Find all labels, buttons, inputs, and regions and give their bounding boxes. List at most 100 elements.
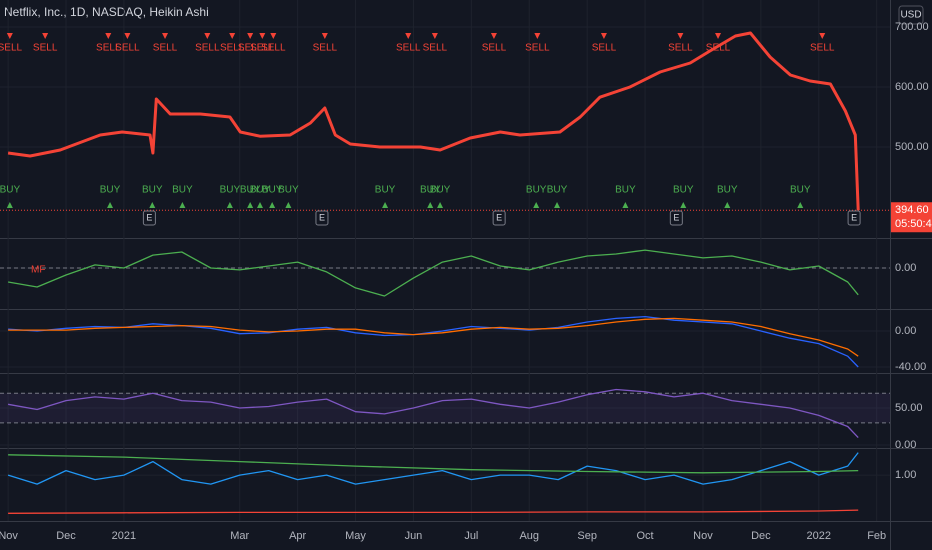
x-tick-label: Feb <box>867 530 886 542</box>
signal-marker <box>622 202 629 208</box>
y-tick-label: 50.00 <box>895 402 923 414</box>
signal-marker <box>715 33 722 39</box>
signal-marker <box>270 33 277 39</box>
event-label: E <box>851 212 857 222</box>
signal-marker <box>229 33 236 39</box>
series-line <box>7 31 860 211</box>
signal-marker <box>533 202 540 208</box>
x-tick-label: 2022 <box>807 530 831 542</box>
x-tick-label: Apr <box>289 530 306 542</box>
series-line <box>7 388 859 439</box>
y-tick-label: 700.00 <box>895 21 929 33</box>
signal-label: SELL <box>238 43 263 54</box>
signal-marker <box>6 33 13 39</box>
x-tick-label: Aug <box>519 530 539 542</box>
event-label: E <box>319 212 325 222</box>
signal-marker <box>256 202 263 208</box>
price-label-box <box>891 202 932 233</box>
signal-marker <box>797 202 804 208</box>
x-tick-label: Dec <box>56 530 76 542</box>
signal-label: BUY <box>278 185 299 196</box>
signal-label: SELL <box>706 43 731 54</box>
signal-marker <box>382 202 389 208</box>
y-tick-label: 1.00 <box>895 469 916 481</box>
signal-label: SELL <box>195 43 220 54</box>
x-tick-label: Dec <box>751 530 771 542</box>
signal-label: SELL <box>33 43 58 54</box>
x-tick-label: Oct <box>636 530 653 542</box>
signal-marker <box>490 33 497 39</box>
signal-marker <box>285 202 292 208</box>
signal-marker <box>259 33 266 39</box>
signal-label: BUY <box>526 185 547 196</box>
signal-label: SELL <box>115 43 140 54</box>
signal-label: SELL <box>592 43 617 54</box>
signal-label: BUY <box>142 185 163 196</box>
countdown: 05:50:45 <box>895 218 932 230</box>
y-tick-label: 600.00 <box>895 81 929 93</box>
signal-label: SELL <box>261 43 286 54</box>
price-label: 394.60 <box>895 204 929 216</box>
signal-marker <box>600 33 607 39</box>
annotation: MF <box>31 265 45 276</box>
signal-label: SELL <box>220 43 245 54</box>
signal-marker <box>269 202 276 208</box>
signal-marker <box>247 33 254 39</box>
series-line <box>7 249 859 297</box>
signal-marker <box>247 202 254 208</box>
signal-marker <box>107 202 114 208</box>
signal-marker <box>179 202 186 208</box>
y-tick-label: 500.00 <box>895 141 929 153</box>
signal-label: BUY <box>100 185 121 196</box>
y-tick-label: -40.00 <box>895 361 926 373</box>
currency[interactable]: USD <box>900 10 921 21</box>
signal-label: BUY <box>240 185 261 196</box>
signal-label: SELL <box>525 43 550 54</box>
event-marker <box>315 210 329 226</box>
signal-label: SELL <box>810 43 835 54</box>
signal-label: SELL <box>423 43 448 54</box>
event-label: E <box>673 212 679 222</box>
signal-label: BUY <box>0 185 20 196</box>
event-marker <box>492 210 506 226</box>
signal-marker <box>149 202 156 208</box>
signal-label: SELL <box>0 43 23 54</box>
signal-marker <box>680 202 687 208</box>
signal-label: SELL <box>668 43 693 54</box>
signal-marker <box>819 33 826 39</box>
x-tick-label: May <box>345 530 366 542</box>
signal-marker <box>554 202 561 208</box>
event-marker <box>669 210 683 226</box>
event-marker <box>847 210 861 226</box>
signal-marker <box>405 33 412 39</box>
currency-box[interactable] <box>898 5 924 25</box>
signal-marker <box>724 202 731 208</box>
band-fill <box>0 393 890 423</box>
signal-label: BUY <box>673 185 694 196</box>
signal-label: BUY <box>790 185 811 196</box>
signal-label: BUY <box>547 185 568 196</box>
signal-marker <box>534 33 541 39</box>
series-line <box>8 317 859 357</box>
x-tick-label: Nov <box>693 530 713 542</box>
signal-marker <box>321 33 328 39</box>
signal-label: BUY <box>220 185 241 196</box>
signal-label: BUY <box>420 185 441 196</box>
signal-label: BUY <box>717 185 738 196</box>
signal-marker <box>431 33 438 39</box>
signal-label: BUY <box>375 185 396 196</box>
signal-label: BUY <box>262 185 283 196</box>
event-marker <box>142 210 156 226</box>
y-tick-label: 0.00 <box>895 262 916 274</box>
signal-marker <box>124 33 131 39</box>
signal-label: SELL <box>96 43 121 54</box>
signal-marker <box>226 202 233 208</box>
signal-label: SELL <box>313 43 338 54</box>
signal-marker <box>437 202 444 208</box>
signal-marker <box>204 33 211 39</box>
signal-marker <box>677 33 684 39</box>
series-line <box>8 454 859 474</box>
x-tick-label: Mar <box>230 530 249 542</box>
